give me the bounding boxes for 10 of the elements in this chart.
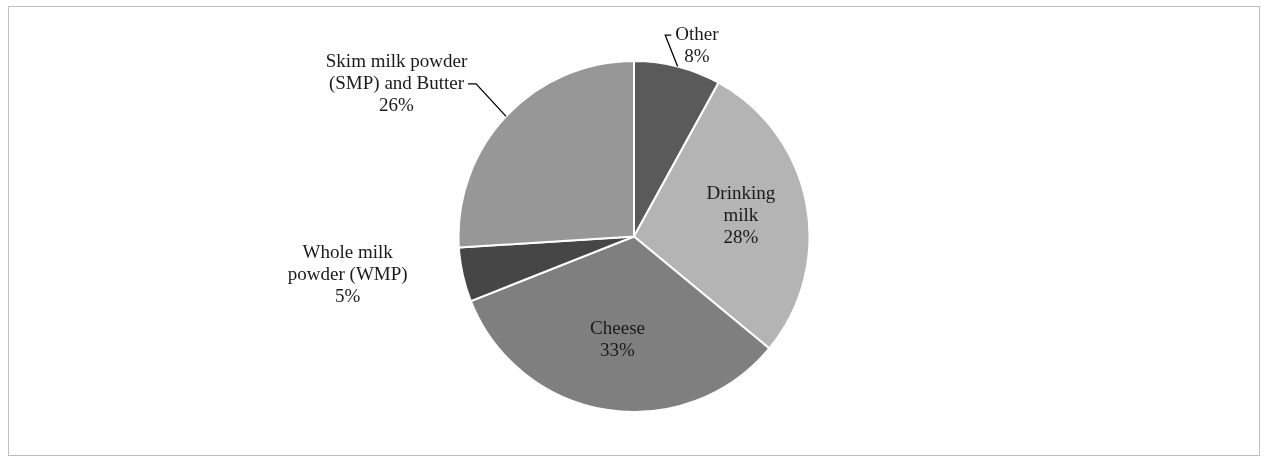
data-label: 28% (723, 226, 759, 248)
slice-label: Whole milk powder (WMP) (287, 240, 408, 285)
slice-label: Other (675, 23, 720, 45)
data-label: 8% (684, 45, 710, 67)
data-label: 26% (379, 93, 415, 115)
slice-label: Cheese (590, 317, 645, 339)
slice-label: Drinking milk (706, 182, 776, 226)
slice-label: Skim milk powder (SMP) and Butter (325, 49, 468, 94)
data-label: 33% (600, 339, 636, 361)
data-label: 5% (335, 284, 361, 306)
